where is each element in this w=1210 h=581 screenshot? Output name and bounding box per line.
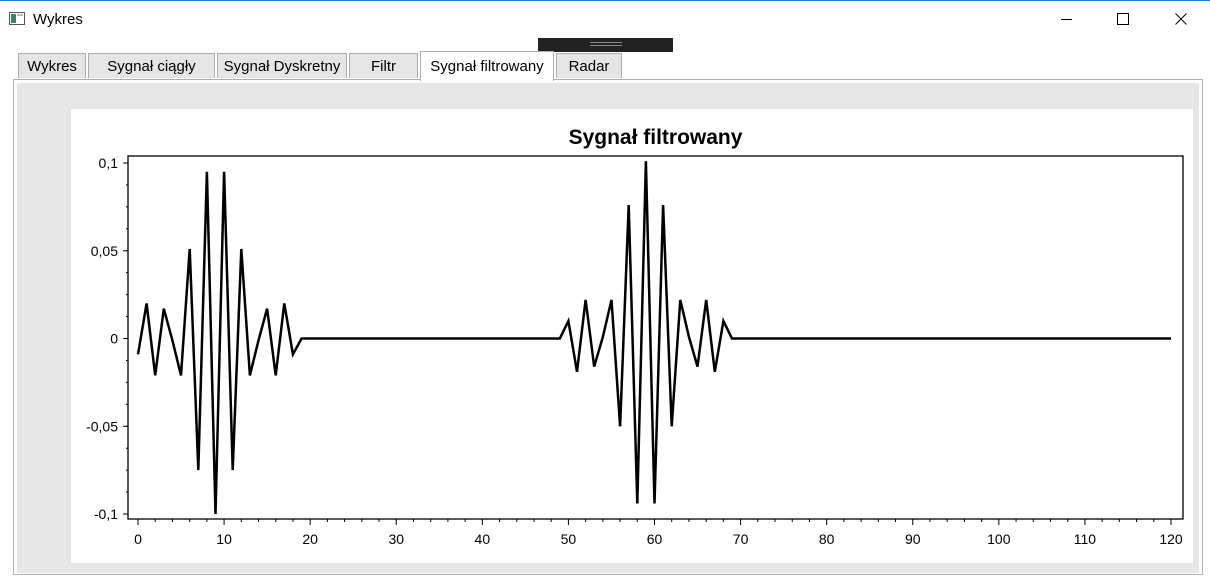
grip-line xyxy=(590,45,622,46)
chart-title: Sygnał filtrowany xyxy=(569,126,743,149)
chart-host-background: Sygnał filtrowany 0,1 0,05 0 -0,05 -0,1 0 10 20 3… xyxy=(17,83,1199,573)
tab-label: Sygnał Dyskretny xyxy=(223,57,341,75)
close-button[interactable] xyxy=(1152,2,1210,36)
tab-sygnal-ciagly[interactable]: Sygnał ciągły xyxy=(88,53,215,78)
x-tick-label: 40 xyxy=(475,531,491,547)
window-top-border xyxy=(0,0,1210,1)
tab-label: Radar xyxy=(568,57,610,75)
close-icon xyxy=(1175,13,1187,25)
tab-sygnal-filtrowany[interactable]: Sygnał filtrowany xyxy=(420,51,554,81)
y-tick-label: -0,05 xyxy=(86,418,118,434)
chart-container: Sygnał filtrowany 0,1 0,05 0 -0,05 -0,1 0 10 20 3… xyxy=(71,109,1193,563)
x-tick-label: 10 xyxy=(216,531,232,547)
tab-sygnal-dyskretny[interactable]: Sygnał Dyskretny xyxy=(217,53,347,78)
title-bar[interactable]: Wykres xyxy=(0,1,1210,38)
tab-label: Sygnał filtrowany xyxy=(430,58,544,75)
y-tick-label: 0 xyxy=(110,331,118,347)
x-tick-label: 20 xyxy=(302,531,318,547)
plot-frame xyxy=(127,155,1184,520)
tab-content-panel: Sygnał filtrowany 0,1 0,05 0 -0,05 -0,1 0 10 20 3… xyxy=(13,79,1203,575)
x-tick-label: 80 xyxy=(819,531,835,547)
maximize-button[interactable] xyxy=(1094,2,1152,36)
tab-label: Filtr xyxy=(371,57,396,75)
tab-label: Sygnał ciągły xyxy=(107,57,196,75)
x-tick-label: 50 xyxy=(561,531,577,547)
tab-wykres[interactable]: Wykres xyxy=(18,53,86,78)
window-title: Wykres xyxy=(33,11,83,28)
x-tick-label: 100 xyxy=(987,531,1011,547)
x-tick-label: 0 xyxy=(134,531,142,547)
x-tick-label: 90 xyxy=(905,531,921,547)
minimize-button[interactable] xyxy=(1038,2,1096,36)
series-line xyxy=(136,161,1171,515)
x-tick-label: 120 xyxy=(1159,531,1183,547)
grip-line xyxy=(590,42,622,43)
y-tick-label: -0,1 xyxy=(94,506,118,522)
x-tick-label: 110 xyxy=(1074,531,1097,547)
maximize-icon xyxy=(1117,13,1129,25)
drag-grip-handle[interactable] xyxy=(538,38,673,52)
tab-radar[interactable]: Radar xyxy=(556,53,622,78)
y-tick-label: 0,05 xyxy=(91,243,118,259)
y-tick-label: 0,1 xyxy=(99,155,119,171)
x-tick-label: 30 xyxy=(388,531,404,547)
x-tick-label: 60 xyxy=(647,531,663,547)
tab-label: Wykres xyxy=(27,57,77,75)
minimize-icon xyxy=(1061,19,1072,20)
x-tick-label: 70 xyxy=(733,531,749,547)
app-window-icon xyxy=(9,12,25,25)
line-chart: Sygnał filtrowany 0,1 0,05 0 -0,05 -0,1 0 10 20 3… xyxy=(86,126,1184,547)
tab-filtr[interactable]: Filtr xyxy=(349,53,418,78)
